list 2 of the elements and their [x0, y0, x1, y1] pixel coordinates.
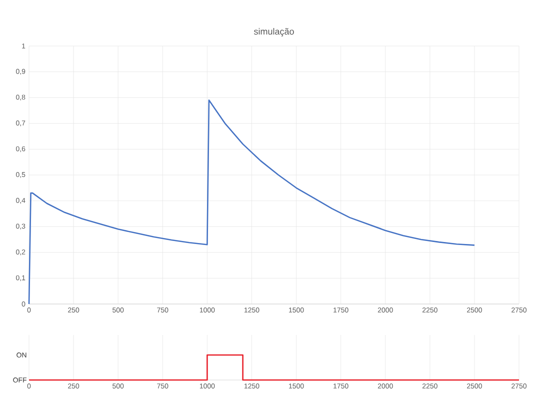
- chart-title: simulação: [254, 28, 294, 36]
- line-series: [28, 100, 476, 305]
